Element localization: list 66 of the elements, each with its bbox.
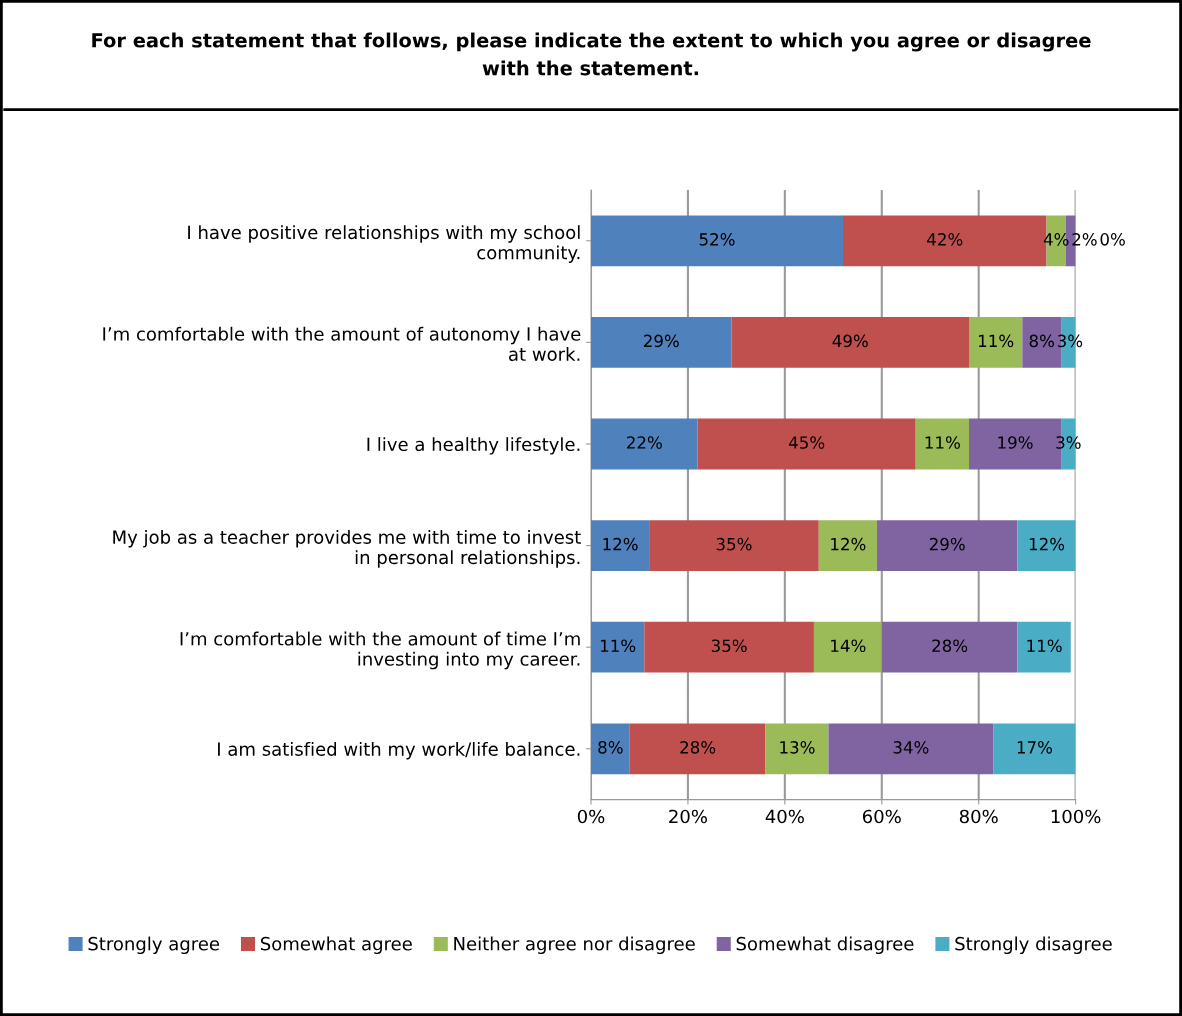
data-label: 13% (780, 741, 815, 754)
bar (813, 621, 882, 673)
y-tick-label: I’m comfortable with the amount of time I’m investing into my career. (180, 631, 580, 670)
data-label: 11% (978, 334, 1014, 348)
bar (591, 418, 698, 470)
x-tick-label: 20% (669, 809, 707, 824)
data-label: 29% (643, 334, 679, 348)
bar (915, 418, 969, 470)
data-label: 28% (680, 741, 716, 754)
x-tick-label: 0% (577, 809, 605, 824)
data-label: 49% (832, 334, 868, 348)
bar (649, 520, 819, 571)
bar (591, 621, 645, 673)
bar (591, 520, 650, 571)
legend-label: Strongly disagree (955, 936, 1112, 955)
bar (591, 215, 843, 267)
bar (969, 316, 1023, 368)
data-label: 8% (1029, 334, 1054, 348)
data-label: 34% (893, 741, 929, 754)
bar (591, 723, 630, 775)
bar (993, 723, 1076, 775)
bar (591, 316, 732, 368)
chart-title: For each statement that follows, please indicate the extent to which you agree or disagree with the statement. (92, 32, 1091, 76)
y-tick-label: I’m comfortable with the amount of autonomy I have at work. (103, 326, 581, 361)
data-label: 22% (627, 436, 662, 449)
x-tick-label: 60% (862, 809, 901, 824)
x-tick-label: 100% (1051, 809, 1101, 824)
data-label: 29% (929, 537, 965, 551)
bar (818, 520, 877, 571)
data-label: 19% (998, 436, 1033, 449)
bar (881, 621, 1018, 673)
bar (1017, 621, 1071, 673)
x-tick-label: 80% (959, 809, 998, 824)
data-label: 17% (1017, 741, 1053, 754)
y-tick-label: I am satisfied with my work/life balance. (218, 741, 580, 760)
data-label: 12% (1029, 537, 1065, 551)
data-label: 12% (603, 537, 638, 551)
legend-label: Somewhat disagree (736, 936, 914, 955)
bar (644, 621, 814, 673)
bar (697, 418, 916, 470)
legend-label: Neither agree nor disagree (454, 936, 695, 955)
y-tick-label: I live a healthy lifestyle. (367, 437, 580, 455)
data-label: 42% (927, 233, 963, 246)
bar (731, 316, 969, 368)
data-label: 35% (711, 639, 747, 653)
bar (765, 723, 829, 775)
data-label: 12% (831, 537, 866, 551)
data-label: 11% (925, 436, 960, 449)
y-tick-label: My job as a teacher provides me with time to invest in personal relationships. (113, 530, 581, 568)
bar (1017, 520, 1076, 571)
data-label: 0% (1100, 233, 1125, 246)
data-label: 8% (598, 741, 623, 754)
y-tick-label: I have positive relationships with my school community. (188, 225, 580, 263)
data-label: 11% (1027, 639, 1062, 653)
legend-label: Somewhat agree (260, 936, 412, 955)
bar (876, 520, 1018, 571)
data-label: 11% (600, 639, 636, 653)
data-label: 45% (788, 436, 825, 449)
legend-label: Strongly agree (88, 936, 220, 955)
data-label: 35% (716, 537, 752, 551)
data-label: 28% (932, 639, 968, 653)
bar (828, 723, 994, 775)
data-label: 14% (831, 639, 866, 653)
data-label: 52% (699, 233, 735, 246)
x-tick-label: 40% (765, 809, 804, 824)
bar (629, 723, 766, 775)
